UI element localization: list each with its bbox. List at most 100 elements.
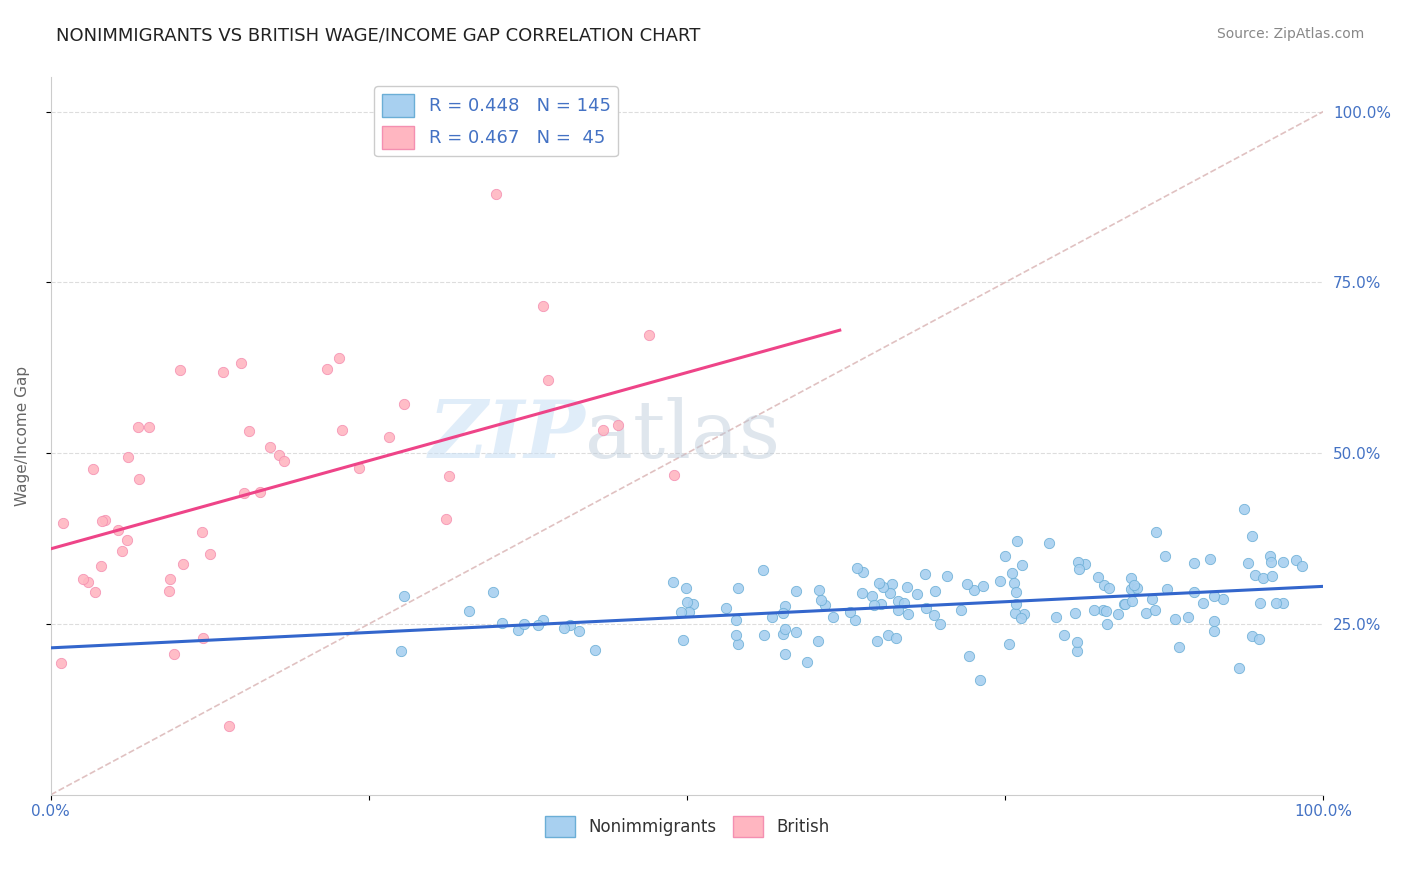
Point: [808, 583, 831, 598]
Point: [754, 627, 776, 641]
Point: [915, 601, 938, 615]
Point: [491, 616, 513, 631]
Point: [1092, 578, 1115, 592]
Point: [1066, 644, 1088, 658]
Point: [172, 557, 194, 571]
Point: [1204, 624, 1226, 639]
Point: [259, 440, 281, 454]
Point: [868, 575, 890, 590]
Point: [1251, 571, 1274, 585]
Point: [115, 533, 138, 548]
Point: [482, 584, 505, 599]
Point: [1114, 597, 1136, 611]
Point: [1066, 555, 1088, 569]
Point: [893, 596, 915, 610]
Point: [807, 634, 830, 648]
Point: [814, 599, 837, 613]
Point: [1002, 576, 1025, 591]
Point: [1177, 610, 1199, 624]
Point: [796, 656, 818, 670]
Point: [1053, 627, 1076, 641]
Point: [682, 597, 704, 611]
Point: [866, 634, 889, 648]
Point: [238, 424, 260, 438]
Point: [267, 448, 290, 462]
Point: [1135, 606, 1157, 620]
Point: [458, 604, 481, 618]
Text: ZIP: ZIP: [429, 397, 585, 475]
Point: [163, 648, 186, 662]
Point: [1098, 581, 1121, 595]
Point: [773, 599, 796, 614]
Point: [1285, 553, 1308, 567]
Point: [773, 648, 796, 662]
Point: [485, 186, 508, 201]
Point: [378, 430, 401, 444]
Point: [955, 576, 977, 591]
Point: [592, 423, 614, 437]
Point: [1241, 529, 1264, 543]
Point: [1212, 591, 1234, 606]
Point: [897, 607, 920, 621]
Point: [191, 632, 214, 646]
Point: [606, 418, 628, 433]
Point: [810, 593, 832, 607]
Point: [969, 673, 991, 688]
Point: [772, 626, 794, 640]
Point: [860, 589, 883, 603]
Point: [1192, 596, 1215, 610]
Point: [191, 524, 214, 539]
Point: [1067, 562, 1090, 576]
Point: [1005, 598, 1028, 612]
Point: [727, 581, 749, 595]
Point: [159, 572, 181, 586]
Point: [437, 468, 460, 483]
Point: [1083, 603, 1105, 617]
Point: [52, 516, 75, 531]
Point: [527, 618, 550, 632]
Point: [1066, 634, 1088, 648]
Point: [347, 460, 370, 475]
Point: [886, 603, 908, 617]
Point: [249, 485, 271, 500]
Point: [638, 328, 661, 343]
Point: [1095, 604, 1118, 618]
Point: [568, 624, 591, 639]
Point: [169, 363, 191, 377]
Point: [1204, 590, 1226, 604]
Point: [394, 589, 416, 603]
Point: [886, 631, 908, 645]
Point: [1182, 585, 1205, 599]
Point: [1123, 578, 1146, 592]
Point: [1011, 558, 1033, 572]
Point: [863, 599, 886, 613]
Point: [714, 600, 737, 615]
Point: [1202, 614, 1225, 628]
Point: [1272, 555, 1295, 569]
Point: [994, 549, 1017, 564]
Point: [107, 523, 129, 537]
Point: [957, 649, 980, 664]
Point: [49, 656, 72, 670]
Point: [922, 607, 945, 622]
Point: [678, 605, 700, 619]
Point: [553, 621, 575, 635]
Point: [84, 585, 107, 599]
Point: [434, 512, 457, 526]
Point: [785, 625, 807, 640]
Point: [929, 616, 952, 631]
Point: [839, 605, 862, 619]
Point: [1249, 596, 1271, 610]
Point: [851, 586, 873, 600]
Point: [128, 472, 150, 486]
Point: [1261, 568, 1284, 582]
Point: [1272, 596, 1295, 610]
Point: [537, 373, 560, 387]
Point: [218, 719, 240, 733]
Point: [1232, 502, 1254, 516]
Point: [876, 628, 898, 642]
Point: [1244, 568, 1267, 582]
Point: [157, 584, 180, 599]
Point: [1240, 629, 1263, 643]
Point: [672, 632, 695, 647]
